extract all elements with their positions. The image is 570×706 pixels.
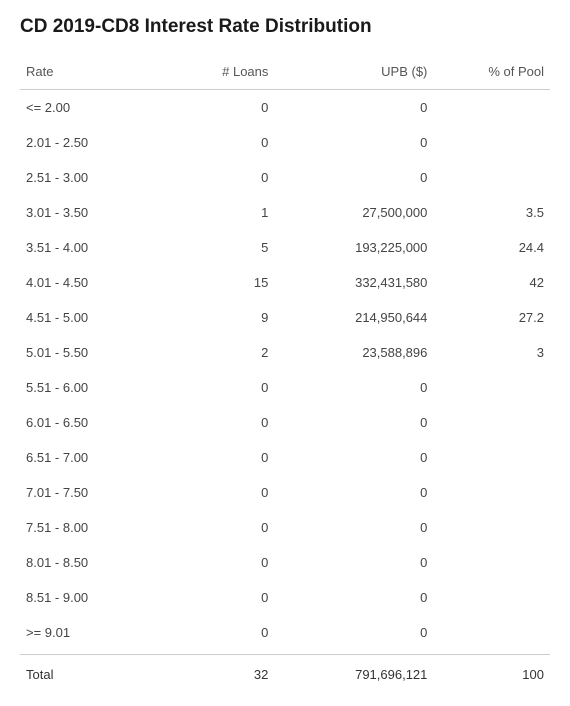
cell-upb: 0: [274, 580, 433, 615]
cell-rate: 6.51 - 7.00: [20, 440, 158, 475]
table-row: 3.01 - 3.50127,500,0003.5: [20, 195, 550, 230]
cell-loans: 0: [158, 510, 275, 545]
cell-rate: 2.51 - 3.00: [20, 160, 158, 195]
cell-pct: [433, 545, 550, 580]
cell-loans: 0: [158, 160, 275, 195]
cell-upb: 0: [274, 370, 433, 405]
cell-loans: 0: [158, 405, 275, 440]
cell-loans: 0: [158, 580, 275, 615]
cell-pct: 27.2: [433, 300, 550, 335]
cell-upb: 0: [274, 125, 433, 160]
cell-loans: 0: [158, 90, 275, 126]
cell-rate: 5.01 - 5.50: [20, 335, 158, 370]
cell-loans: 2: [158, 335, 275, 370]
cell-upb: 214,950,644: [274, 300, 433, 335]
table-row: 2.51 - 3.0000: [20, 160, 550, 195]
cell-upb: 332,431,580: [274, 265, 433, 300]
table-row: 2.01 - 2.5000: [20, 125, 550, 160]
table-row: 6.51 - 7.0000: [20, 440, 550, 475]
cell-pct: 3.5: [433, 195, 550, 230]
table-row: 4.51 - 5.009214,950,64427.2: [20, 300, 550, 335]
cell-pct: [433, 475, 550, 510]
total-upb: 791,696,121: [274, 655, 433, 691]
cell-pct: 24.4: [433, 230, 550, 265]
cell-loans: 0: [158, 125, 275, 160]
col-header-loans: # Loans: [158, 56, 275, 90]
cell-pct: [433, 370, 550, 405]
cell-loans: 1: [158, 195, 275, 230]
col-header-pct: % of Pool: [433, 56, 550, 90]
cell-upb: 0: [274, 475, 433, 510]
cell-pct: [433, 125, 550, 160]
cell-pct: [433, 405, 550, 440]
table-row: 6.01 - 6.5000: [20, 405, 550, 440]
cell-rate: 8.51 - 9.00: [20, 580, 158, 615]
cell-upb: 0: [274, 160, 433, 195]
cell-upb: 193,225,000: [274, 230, 433, 265]
table-header-row: Rate # Loans UPB ($) % of Pool: [20, 56, 550, 90]
cell-rate: 4.01 - 4.50: [20, 265, 158, 300]
col-header-upb: UPB ($): [274, 56, 433, 90]
cell-pct: 3: [433, 335, 550, 370]
table-row: 7.01 - 7.5000: [20, 475, 550, 510]
table-row: 8.01 - 8.5000: [20, 545, 550, 580]
table-row: <= 2.0000: [20, 90, 550, 126]
table-row: 5.51 - 6.0000: [20, 370, 550, 405]
distribution-table: Rate # Loans UPB ($) % of Pool <= 2.0000…: [20, 56, 550, 690]
cell-upb: 0: [274, 440, 433, 475]
page-title: CD 2019-CD8 Interest Rate Distribution: [20, 16, 550, 38]
cell-pct: [433, 615, 550, 650]
cell-loans: 15: [158, 265, 275, 300]
col-header-rate: Rate: [20, 56, 158, 90]
cell-rate: 5.51 - 6.00: [20, 370, 158, 405]
cell-rate: 4.51 - 5.00: [20, 300, 158, 335]
cell-rate: 2.01 - 2.50: [20, 125, 158, 160]
table-row: 7.51 - 8.0000: [20, 510, 550, 545]
cell-rate: 7.01 - 7.50: [20, 475, 158, 510]
cell-rate: <= 2.00: [20, 90, 158, 126]
cell-pct: [433, 90, 550, 126]
cell-rate: 7.51 - 8.00: [20, 510, 158, 545]
table-row: 4.01 - 4.5015332,431,58042: [20, 265, 550, 300]
total-label: Total: [20, 655, 158, 691]
cell-pct: [433, 510, 550, 545]
cell-upb: 0: [274, 545, 433, 580]
table-row: >= 9.0100: [20, 615, 550, 650]
cell-loans: 0: [158, 615, 275, 650]
cell-rate: 8.01 - 8.50: [20, 545, 158, 580]
cell-rate: 3.51 - 4.00: [20, 230, 158, 265]
cell-loans: 9: [158, 300, 275, 335]
cell-loans: 0: [158, 545, 275, 580]
cell-loans: 5: [158, 230, 275, 265]
table-row: 3.51 - 4.005193,225,00024.4: [20, 230, 550, 265]
cell-upb: 0: [274, 405, 433, 440]
cell-loans: 0: [158, 475, 275, 510]
cell-pct: [433, 580, 550, 615]
cell-pct: [433, 160, 550, 195]
table-total-row: Total 32 791,696,121 100: [20, 655, 550, 691]
cell-upb: 27,500,000: [274, 195, 433, 230]
table-row: 8.51 - 9.0000: [20, 580, 550, 615]
cell-upb: 0: [274, 510, 433, 545]
cell-upb: 23,588,896: [274, 335, 433, 370]
cell-upb: 0: [274, 615, 433, 650]
cell-loans: 0: [158, 370, 275, 405]
cell-rate: 6.01 - 6.50: [20, 405, 158, 440]
cell-pct: [433, 440, 550, 475]
total-pct: 100: [433, 655, 550, 691]
cell-upb: 0: [274, 90, 433, 126]
cell-loans: 0: [158, 440, 275, 475]
cell-rate: >= 9.01: [20, 615, 158, 650]
total-loans: 32: [158, 655, 275, 691]
cell-rate: 3.01 - 3.50: [20, 195, 158, 230]
table-row: 5.01 - 5.50223,588,8963: [20, 335, 550, 370]
cell-pct: 42: [433, 265, 550, 300]
